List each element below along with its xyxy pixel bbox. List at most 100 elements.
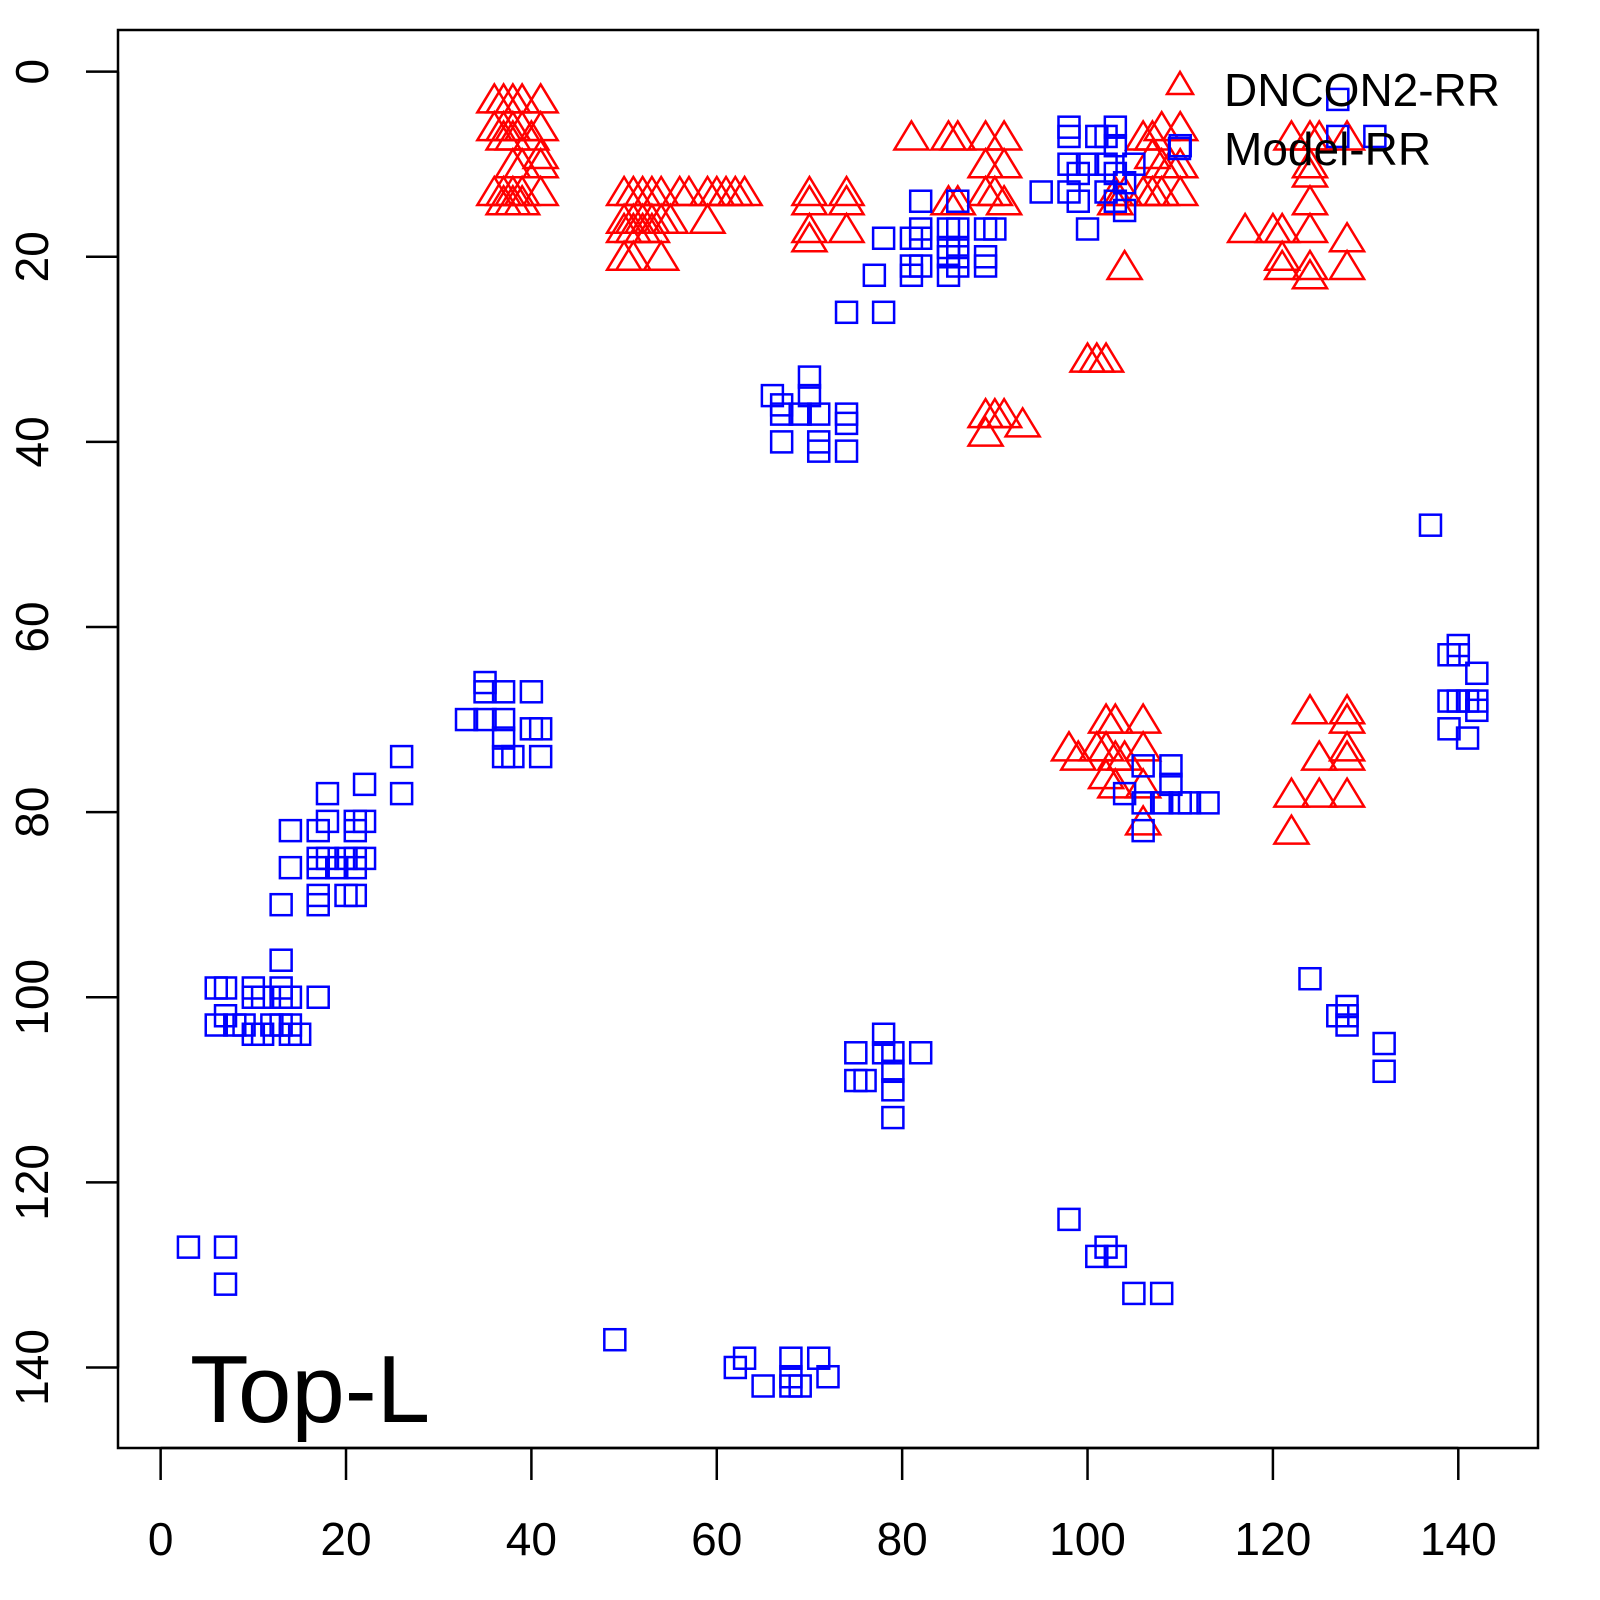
dncon2-rr-point <box>1105 248 1144 281</box>
model-rr-point <box>908 226 933 251</box>
dncon2-rr-point <box>984 396 1024 429</box>
dncon2-rr-point <box>938 183 977 216</box>
y-tick-label: 60 <box>6 601 58 652</box>
dncon2-rr-point <box>1290 211 1330 244</box>
dncon2-rr-point <box>502 109 542 142</box>
model-rr-point <box>269 948 293 972</box>
x-tick-label: 80 <box>877 1513 928 1565</box>
x-tick-label: 40 <box>506 1513 557 1565</box>
dncon2-rr-point <box>1327 119 1367 151</box>
dncon2-rr-point <box>502 174 542 207</box>
dncon2-rr-point <box>1272 119 1311 151</box>
model-rr-point <box>844 1041 868 1065</box>
legend-label-dncon2: DNCON2-RR <box>1224 64 1500 116</box>
x-tick-label: 140 <box>1420 1513 1497 1565</box>
data-points <box>176 82 1489 1398</box>
dncon2-rr-point <box>1290 692 1330 725</box>
model-rr-point <box>278 818 303 843</box>
model-rr-point <box>834 300 859 325</box>
model-rr-point <box>1075 217 1100 241</box>
dncon2-rr-point <box>1142 109 1181 142</box>
model-rr-point <box>1326 87 1350 112</box>
model-rr-point <box>1057 1207 1081 1232</box>
y-tick-label: 40 <box>6 416 58 467</box>
x-tick-label: 120 <box>1235 1513 1312 1565</box>
model-rr-point <box>269 892 293 917</box>
model-rr-point <box>213 1272 238 1296</box>
model-rr-point <box>213 976 238 1000</box>
model-rr-point <box>1029 180 1053 204</box>
model-rr-point <box>1131 791 1155 815</box>
model-rr-point <box>389 744 414 769</box>
dncon2-rr-point <box>1327 776 1367 808</box>
model-rr-point <box>1326 124 1350 149</box>
model-rr-point <box>278 985 303 1009</box>
model-rr-point <box>269 1013 293 1037</box>
model-rr-point <box>1075 152 1100 176</box>
dncon2-rr-point <box>984 146 1024 179</box>
dncon2-rr-point <box>521 137 560 170</box>
model-rr-point <box>946 254 970 278</box>
model-rr-point <box>352 809 377 834</box>
dncon2-rr-point <box>502 183 542 216</box>
model-rr-point <box>528 744 553 769</box>
dncon2-rr-point <box>1327 220 1367 253</box>
dncon2-rr-point <box>1327 739 1367 771</box>
dncon2-rr-point <box>1160 174 1200 207</box>
dncon2-rr-point <box>827 174 866 207</box>
dncon2-rr-point <box>1272 813 1311 845</box>
model-rr-point <box>306 892 330 917</box>
model-rr-point <box>1372 1031 1396 1056</box>
model-rr-point <box>881 1105 905 1130</box>
dncon2-rr-point <box>1290 146 1330 179</box>
model-rr-point <box>1149 1281 1174 1306</box>
model-rr-point <box>1418 513 1443 537</box>
model-rr-point <box>797 365 822 389</box>
dncon2-rr-point <box>1086 341 1126 373</box>
dncon2-rr-point <box>827 183 866 216</box>
dncon2-rr-point <box>1160 146 1200 179</box>
model-rr-point <box>1122 152 1146 176</box>
dncon2-rr-point <box>521 174 560 207</box>
dncon2-rr-point <box>790 174 829 207</box>
legend-triangle-icon <box>1164 69 1196 96</box>
dncon2-rr-point <box>1290 183 1330 216</box>
model-rr-point <box>491 680 516 704</box>
dncon2-rr-point <box>669 174 709 207</box>
y-tick-label: 140 <box>6 1329 58 1406</box>
dncon2-rr-point <box>688 202 727 234</box>
model-rr-point <box>1066 189 1091 213</box>
model-rr-point <box>1372 1059 1396 1084</box>
model-rr-point <box>946 189 970 213</box>
model-rr-point <box>603 1327 627 1352</box>
dncon2-rr-point <box>938 119 977 151</box>
model-rr-point <box>834 411 859 436</box>
model-rr-point <box>454 707 479 732</box>
model-rr-point <box>806 402 831 426</box>
model-rr-point <box>834 439 859 463</box>
model-rr-point <box>1465 698 1489 723</box>
legend-square-icon <box>1167 136 1192 161</box>
dncon2-rr-point <box>1059 739 1098 771</box>
dncon2-rr-point <box>1160 109 1200 142</box>
dncon2-rr-point <box>1300 739 1339 771</box>
model-rr-point <box>973 254 998 278</box>
dncon2-rr-point <box>1142 174 1181 207</box>
dncon2-rr-point <box>827 211 866 244</box>
x-tick-label: 100 <box>1049 1513 1126 1565</box>
model-rr-point <box>788 1374 812 1398</box>
model-rr-point <box>213 1235 238 1259</box>
model-rr-point <box>769 430 794 454</box>
model-rr-point <box>732 1346 757 1370</box>
model-rr-point <box>491 707 516 732</box>
model-rr-point <box>1057 124 1081 149</box>
y-tick-label: 100 <box>6 959 58 1036</box>
model-rr-point <box>1177 791 1202 815</box>
model-rr-point <box>473 680 497 704</box>
dncon2-rr-point <box>790 220 829 253</box>
model-rr-point <box>983 217 1007 241</box>
model-rr-point <box>306 985 330 1009</box>
model-rr-point <box>352 846 377 871</box>
dncon2-rr-point <box>892 119 931 151</box>
legend: DNCON2-RR Model-RR <box>1164 64 1500 175</box>
